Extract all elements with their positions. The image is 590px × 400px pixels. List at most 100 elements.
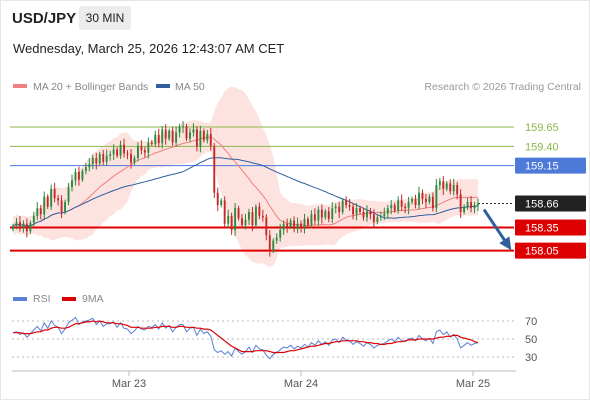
timeframe-button[interactable]: 30 MIN [79, 6, 131, 30]
x-tick-label: Mar 24 [284, 378, 318, 390]
legend-rsi-swatch [13, 297, 27, 301]
candle-body [376, 217, 379, 223]
candle-body [202, 130, 205, 141]
candle-body [39, 208, 42, 215]
candle-body [338, 206, 341, 213]
candle-body [334, 206, 337, 209]
candle-body [53, 188, 56, 199]
candle-body [268, 235, 271, 251]
candle-body [18, 222, 21, 228]
candle-body [372, 214, 375, 223]
candle-body [258, 206, 261, 216]
candle-body [105, 155, 108, 162]
candle-body [175, 132, 178, 143]
candle-body [397, 200, 400, 211]
level-label-159.15: 159.15 [525, 161, 559, 173]
candle-body [195, 129, 198, 147]
candle-body [317, 209, 320, 221]
candle-body [320, 209, 323, 218]
moving-averages [12, 136, 479, 227]
price-legend: MA 20 + Bollinger Bands MA 50 [13, 81, 205, 93]
candle-body [466, 202, 469, 207]
candle-body [393, 205, 396, 211]
candle-body [140, 146, 143, 151]
candle-body [133, 157, 136, 163]
candle-body [352, 206, 355, 215]
candle-body [154, 134, 157, 145]
candle-body [424, 198, 427, 202]
candle-body [130, 154, 132, 163]
level-badge-158.35 [515, 219, 586, 236]
level-label-158.05: 158.05 [525, 246, 559, 258]
candle-body [251, 212, 254, 226]
candle-body [12, 225, 14, 230]
candle-body [411, 198, 414, 202]
candle-body [112, 149, 115, 155]
candle-body [310, 214, 313, 226]
candle-body [157, 134, 160, 144]
candle-body [109, 154, 112, 156]
candle-body [123, 144, 125, 154]
candle-body [199, 130, 202, 147]
candle-body [234, 208, 237, 230]
candle-body [143, 150, 146, 153]
candle-body [46, 196, 49, 207]
bollinger-bands [13, 86, 478, 267]
legend-ma20-swatch [13, 84, 27, 88]
rsi-tick-label: 70 [525, 316, 537, 328]
candle-body [161, 129, 164, 144]
candle-body [32, 215, 35, 223]
timestamp: Wednesday, March 25, 2026 12:43:07 AM CE… [13, 41, 285, 56]
candle-body [77, 171, 80, 180]
candle-body [206, 134, 209, 141]
candle-body [57, 198, 60, 201]
candle-body [119, 144, 122, 156]
candle-body [230, 215, 233, 230]
candle-body [36, 208, 39, 216]
candle-body [261, 215, 264, 218]
candle-body [449, 183, 452, 192]
rsi-9ma-line [13, 320, 479, 354]
candle-body [386, 208, 389, 214]
candle-body [71, 180, 73, 188]
candle-body [81, 171, 84, 180]
candle-body [286, 223, 289, 227]
rsi-line [12, 316, 479, 360]
candle-body [60, 200, 63, 213]
candle-body [84, 167, 87, 172]
candle-body [126, 153, 129, 155]
candle-body [345, 200, 348, 206]
candle-body [192, 129, 195, 133]
rsi-panel: 70 50 30 [12, 316, 537, 364]
candle-body [421, 192, 424, 199]
candle-body [463, 206, 466, 213]
arrow-head [499, 236, 512, 251]
level-label-159.65: 159.65 [525, 122, 559, 134]
candle-body [67, 187, 70, 202]
candle-body [477, 203, 479, 206]
candle-body [216, 192, 219, 206]
ma50-line [12, 157, 479, 227]
candle-body [29, 222, 32, 232]
candle-body [452, 185, 455, 192]
candle-body [275, 237, 278, 241]
candle-body [404, 206, 407, 209]
legend-ma50-label: MA 50 [175, 81, 205, 93]
candle-body [445, 183, 448, 189]
candle-body [50, 188, 53, 207]
candle-body [254, 206, 257, 226]
candle-body [418, 192, 420, 206]
legend-9ma-swatch [62, 297, 76, 301]
forecast-arrow [482, 208, 512, 251]
symbol-title: USD/JPY [12, 10, 77, 27]
x-axis: Mar 23 Mar 24 Mar 25 [112, 371, 490, 390]
candle-body [213, 146, 216, 193]
level-badge-159.15 [515, 157, 586, 174]
rsi-legend: RSI 9MA [13, 293, 104, 305]
candle-body [435, 185, 438, 209]
candle-body [22, 223, 25, 228]
candle-body [171, 130, 174, 143]
level-label-159.40: 159.40 [525, 141, 559, 153]
candle-body [296, 223, 299, 230]
